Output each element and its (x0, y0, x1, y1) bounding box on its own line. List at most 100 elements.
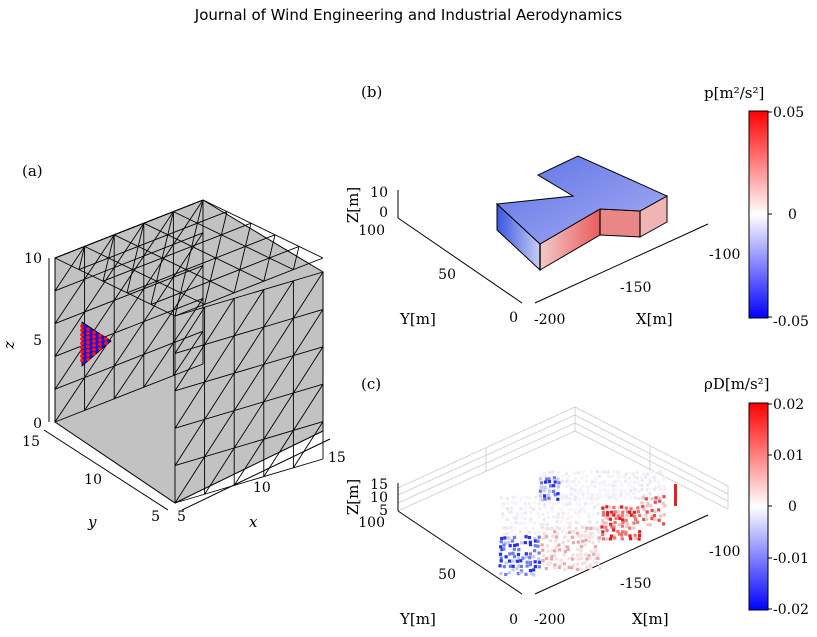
rho-point (545, 537, 549, 541)
rho-point (580, 534, 584, 538)
y-tick: 50 (438, 567, 456, 583)
rho-point (576, 553, 580, 557)
rho-point (603, 483, 607, 487)
rho-point (640, 478, 644, 482)
rho-point (589, 496, 593, 501)
rho-point (595, 520, 599, 524)
rho-point (642, 508, 646, 512)
rho-point (623, 489, 627, 493)
rho-point (562, 562, 566, 566)
rho-point (543, 494, 547, 498)
particle (104, 341, 108, 345)
rho-point (632, 491, 636, 496)
rho-point (624, 530, 628, 534)
rho-point (536, 544, 540, 548)
rho-point (591, 535, 595, 539)
rho-point (656, 493, 661, 497)
rho-point (572, 535, 577, 540)
rho-point (583, 536, 587, 540)
rho-point (542, 517, 546, 521)
rho-point (515, 543, 519, 547)
rho-point (543, 505, 547, 510)
mesh-line (54, 257, 176, 317)
colorbar-title: ρD[m/s²] (704, 375, 770, 393)
rho-point (566, 539, 570, 543)
mesh-diagonal (204, 309, 324, 495)
rho-point (565, 521, 569, 525)
rho-point (519, 571, 523, 575)
z-axis-label: Z[m] (344, 187, 362, 223)
rho-point (554, 539, 558, 543)
rho-point (512, 535, 516, 540)
rho-point (546, 549, 550, 553)
rho-point (538, 494, 542, 498)
rho-point (520, 541, 524, 545)
rho-point (525, 496, 529, 500)
rho-point (608, 505, 612, 509)
rho-point (498, 552, 503, 556)
rho-point (505, 496, 509, 500)
z-tick: 10 (370, 185, 388, 201)
rho-point (545, 544, 549, 548)
mesh-line (174, 271, 324, 317)
rho-point (521, 556, 525, 560)
particle (80, 332, 84, 337)
rho-point (551, 492, 555, 496)
rho-point (572, 563, 576, 567)
rho-point (531, 555, 535, 559)
rho-point (556, 470, 560, 474)
rho-point (565, 516, 569, 520)
rho-point (578, 488, 582, 492)
rho-point (565, 511, 569, 515)
rho-point (654, 485, 658, 489)
rho-point (633, 514, 637, 518)
rho-point (524, 535, 528, 539)
rho-point (556, 485, 561, 489)
mesh-line (143, 222, 264, 282)
x-axis-label: X[m] (632, 610, 669, 628)
rho-point (627, 483, 631, 487)
rho-point (547, 489, 552, 493)
rho-point (635, 470, 639, 474)
rho-point (520, 516, 524, 520)
colorbar-tick-label: 0.02 (773, 397, 804, 413)
z-tick: 15 (370, 477, 388, 493)
rho-point (562, 553, 566, 557)
rho-point (561, 537, 565, 541)
mesh-diagonal (126, 223, 145, 293)
rho-point (523, 516, 527, 520)
rho-point (629, 537, 633, 541)
rho-point (540, 498, 544, 502)
rho-point (620, 524, 624, 528)
rho-point (504, 561, 508, 565)
rho-point (594, 476, 598, 480)
panel-a: (a) 10 5 0 z 15 10 5 y 5 10 15 x (0, 162, 346, 531)
rho-point (566, 547, 570, 552)
rho-point (581, 485, 585, 489)
x-tick: -150 (620, 576, 651, 592)
rho-point (542, 532, 546, 536)
rho-point (609, 522, 613, 526)
rho-point (575, 520, 579, 524)
rho-point (661, 478, 665, 482)
y-axis-line (43, 429, 169, 511)
rho-point (648, 488, 652, 492)
mesh-line (102, 222, 252, 282)
z-tick: 0 (379, 205, 388, 221)
rho-point (498, 564, 502, 568)
rho-point (541, 522, 545, 526)
rho-point (574, 511, 578, 515)
rho-point (612, 470, 616, 474)
rho-point (657, 508, 661, 512)
rho-point (563, 549, 567, 553)
rho-point (513, 527, 517, 531)
rho-point (584, 530, 588, 534)
rho-point (556, 537, 560, 541)
background-grid (397, 406, 729, 512)
rho-point (559, 558, 563, 562)
rho-point (583, 552, 587, 556)
rho-point (616, 475, 620, 479)
particle-cluster (80, 321, 112, 367)
rho-point (616, 514, 620, 518)
rho-point (533, 560, 537, 564)
